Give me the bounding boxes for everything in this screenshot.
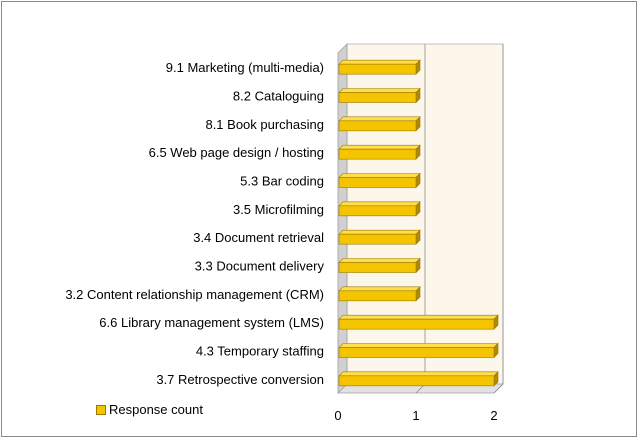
bar-top [338,258,421,263]
category-label: 6.5 Web page design / hosting [149,145,324,160]
bar-top [338,59,421,65]
bar [338,120,417,132]
x-tick-label: 1 [412,408,419,423]
category-label: 8.2 Cataloguing [233,89,324,104]
x-tick-label: 2 [490,408,497,423]
legend-label: Response count [109,402,203,417]
bar [338,375,495,387]
bar [338,177,417,188]
x-tick-label: 0 [334,408,341,423]
legend: Response count [96,402,203,417]
bar-top [338,314,499,320]
bar-top [338,144,421,150]
category-label: 4.3 Temporary staffing [196,344,324,359]
bar-top [338,286,421,292]
bar [338,233,417,245]
bar [338,205,417,217]
bar [338,63,417,75]
bar [338,318,495,330]
category-label: 8.1 Book purchasing [205,117,324,132]
bar [338,290,417,302]
category-label: 3.3 Document delivery [195,259,325,274]
bar [338,92,417,103]
category-label: 3.4 Document retrieval [193,230,324,245]
bar [338,262,417,273]
bar-top [338,343,499,348]
bar-top [338,201,421,207]
bar-top [338,116,421,122]
legend-swatch [96,404,106,415]
category-label: 5.3 Bar coding [240,174,324,189]
category-label: 3.2 Content relationship management (CRM… [65,287,324,302]
bar-top [338,88,421,93]
category-label: 3.5 Microfilming [233,202,324,217]
gridline-floor [493,383,504,394]
bar-top [338,371,499,377]
bar [338,347,495,358]
category-label: 6.6 Library management system (LMS) [99,315,324,330]
category-label: 3.7 Retrospective conversion [156,372,324,387]
category-label: 9.1 Marketing (multi-media) [166,60,324,75]
bar-top [338,229,421,235]
bar [338,148,417,160]
bar-top [338,173,421,178]
